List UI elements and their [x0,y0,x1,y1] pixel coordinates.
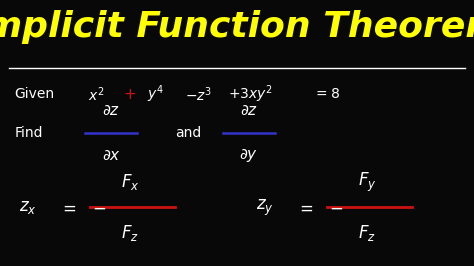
Text: $\partial y$: $\partial y$ [239,147,258,164]
Text: $=$: $=$ [296,198,314,217]
Text: $-$: $-$ [329,198,344,217]
Text: $y^4$: $y^4$ [147,84,164,105]
Text: $+3xy^2$: $+3xy^2$ [228,84,272,105]
Text: $z_y$: $z_y$ [256,197,274,218]
Text: and: and [175,126,201,140]
Text: $F_z$: $F_z$ [358,223,376,243]
Text: $-z^3$: $-z^3$ [185,85,212,104]
Text: $x^2$: $x^2$ [88,85,104,104]
Text: $=$: $=$ [59,198,77,217]
Text: $F_x$: $F_x$ [121,172,139,192]
Text: $\partial x$: $\partial x$ [102,148,121,163]
Text: $F_z$: $F_z$ [121,223,139,243]
Text: $\partial z$: $\partial z$ [240,103,258,118]
Text: $-$: $-$ [92,198,107,217]
Text: $F_y$: $F_y$ [358,171,376,194]
Text: Given: Given [14,88,55,101]
Text: $z_x$: $z_x$ [19,198,36,217]
Text: Find: Find [14,126,43,140]
Text: $+$: $+$ [123,87,137,102]
Text: $= 8$: $= 8$ [313,88,340,101]
Text: Implicit Function Theorem: Implicit Function Theorem [0,10,474,44]
Text: $\partial z$: $\partial z$ [102,103,120,118]
